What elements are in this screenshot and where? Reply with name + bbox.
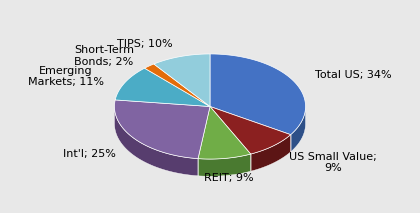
Text: Short-Term
Bonds; 2%: Short-Term Bonds; 2% <box>74 45 134 67</box>
Polygon shape <box>251 135 291 171</box>
Polygon shape <box>198 154 251 176</box>
Polygon shape <box>210 106 291 154</box>
Polygon shape <box>114 107 198 176</box>
Text: Emerging
Markets; 11%: Emerging Markets; 11% <box>28 66 104 88</box>
Text: US Small Value;
9%: US Small Value; 9% <box>289 152 377 173</box>
Polygon shape <box>154 54 210 106</box>
Text: TIPS; 10%: TIPS; 10% <box>118 39 173 49</box>
Polygon shape <box>114 100 210 159</box>
Text: REIT; 9%: REIT; 9% <box>204 173 254 183</box>
Text: Int'l; 25%: Int'l; 25% <box>63 149 116 159</box>
Text: Total US; 34%: Total US; 34% <box>315 70 391 80</box>
Polygon shape <box>144 64 210 106</box>
Polygon shape <box>291 108 305 152</box>
Polygon shape <box>210 54 306 135</box>
Polygon shape <box>198 106 251 159</box>
Polygon shape <box>115 68 210 106</box>
